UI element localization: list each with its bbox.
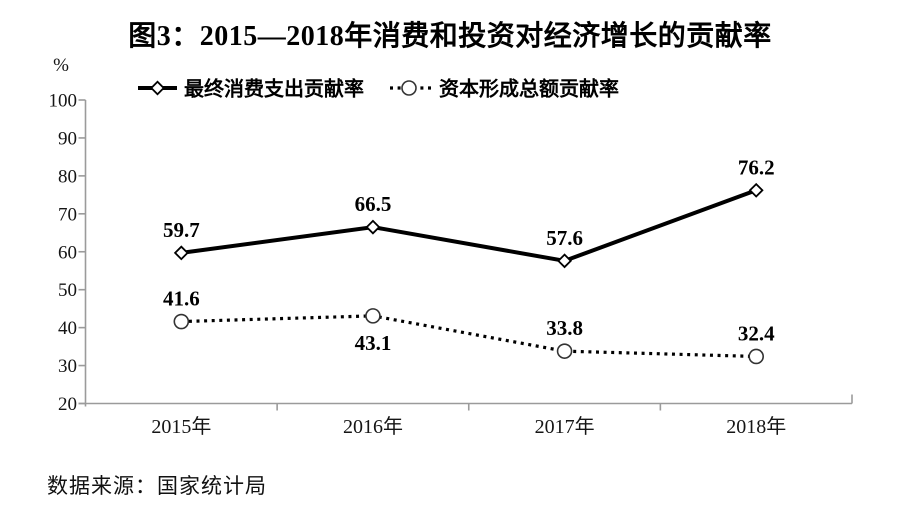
data-label: 76.2 — [738, 155, 775, 179]
data-label: 41.6 — [163, 287, 200, 311]
data-label: 57.6 — [546, 226, 583, 250]
marker-diamond — [365, 219, 381, 235]
legend-marker-circle — [401, 80, 417, 96]
axes — [78, 99, 853, 411]
y-tick-label: 70 — [58, 204, 77, 225]
legend-item-capital-formation: 资本形成总额贡献率 — [390, 77, 619, 101]
marker-diamond — [557, 253, 573, 269]
legend: 最终消费支出贡献率 资本形成总额贡献率 — [138, 77, 619, 101]
y-tick-label: 50 — [58, 280, 77, 301]
marker-diamond — [748, 182, 764, 198]
legend-marker-diamond — [150, 80, 165, 96]
x-tick-label: 2016年 — [343, 415, 403, 438]
y-tick-label: 80 — [58, 166, 77, 187]
y-tick-label: 100 — [49, 91, 78, 112]
data-label: 32.4 — [738, 321, 775, 345]
source-note: 数据来源：国家统计局 — [47, 475, 267, 498]
data-label: 33.8 — [546, 316, 583, 340]
chart-title: 图3：2015—2018年消费和投资对经济增长的贡献率 — [128, 21, 772, 52]
series-line-1 — [181, 314, 757, 359]
legend-item-consumption: 最终消费支出贡献率 — [138, 77, 364, 101]
x-tick-labels: 2015年 2016年 2017年 2018年 — [151, 415, 786, 438]
series-1: 41.6 43.1 33.8 32.4 — [163, 287, 775, 365]
data-label: 66.5 — [355, 192, 392, 216]
legend-label-capital-formation: 资本形成总额贡献率 — [439, 77, 619, 101]
y-tick-label: 20 — [58, 394, 77, 415]
y-axis-unit-label: % — [53, 55, 69, 76]
y-tick-label: 30 — [58, 356, 77, 377]
marker-circle — [365, 308, 381, 324]
x-tick-label: 2015年 — [151, 415, 211, 438]
y-tick-label: 60 — [58, 242, 77, 263]
data-label: 43.1 — [355, 331, 392, 355]
legend-label-consumption: 最终消费支出贡献率 — [184, 77, 364, 101]
y-tick-label: 40 — [58, 318, 77, 339]
data-label: 59.7 — [163, 218, 200, 242]
marker-circle — [748, 348, 764, 365]
series-0: 59.7 66.5 57.6 76.2 — [163, 155, 775, 269]
x-tick-label: 2017年 — [535, 415, 595, 438]
y-tick-label: 90 — [58, 128, 77, 149]
marker-circle — [556, 343, 573, 359]
marker-circle — [173, 313, 190, 330]
x-tick-label: 2018年 — [726, 415, 786, 438]
y-tick-labels: 20 30 40 50 60 70 80 90 100% — [49, 55, 78, 415]
series-line-0 — [179, 188, 759, 263]
marker-diamond — [173, 245, 189, 261]
